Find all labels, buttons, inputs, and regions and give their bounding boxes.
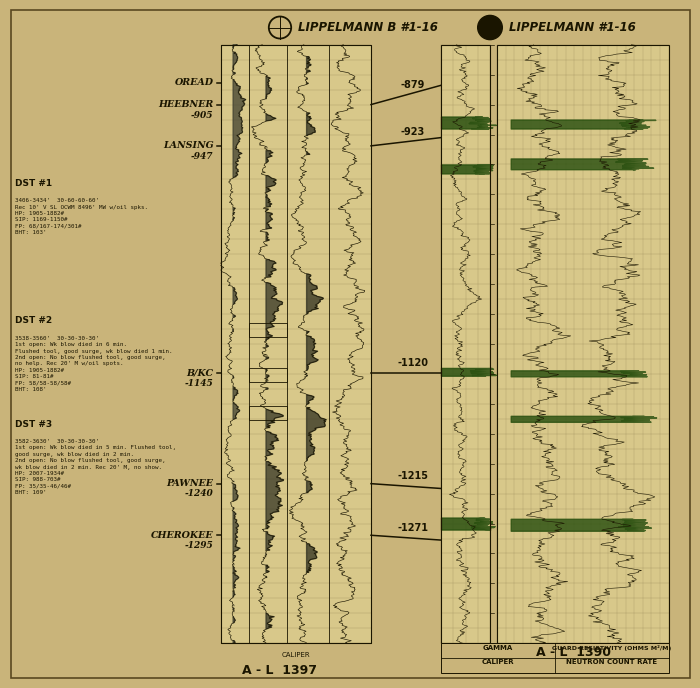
Bar [248,368,287,382]
Text: OREAD: OREAD [174,78,214,87]
Text: -1145: -1145 [185,378,214,388]
Text: -1271: -1271 [398,523,428,533]
Text: B/KC: B/KC [186,368,214,378]
Bar [497,45,668,643]
Text: CALIPER: CALIPER [281,652,310,658]
Text: -905: -905 [191,111,214,120]
Text: CALIPER: CALIPER [482,659,514,665]
Text: A - L  1390: A - L 1390 [536,646,612,658]
Text: GUARD RESISTIVITY (OHMS M²/M): GUARD RESISTIVITY (OHMS M²/M) [552,645,671,652]
Text: PAWNEE: PAWNEE [167,479,214,488]
Text: GAMMA: GAMMA [483,645,513,652]
Text: 3538-3560'  30-30-30-30'
1st open: Wk blow died in 6 min.
Flushed tool, good sur: 3538-3560' 30-30-30-30' 1st open: Wk blo… [15,336,173,392]
Text: -923: -923 [401,127,425,137]
Text: LIPPELMANN #1-16: LIPPELMANN #1-16 [510,21,636,34]
Text: CHEROKEE: CHEROKEE [151,530,214,540]
Text: 3582-3630'  30-30-30-30'
1st open: Wk blow died in 5 min. Flushed tool,
good sur: 3582-3630' 30-30-30-30' 1st open: Wk blo… [15,439,176,495]
Text: -1120: -1120 [398,358,428,368]
Bar [248,406,287,420]
Text: HEEBNER: HEEBNER [158,100,214,109]
Bar [220,45,371,643]
Text: A - L  1397: A - L 1397 [242,665,318,677]
Bar [441,643,668,673]
Text: -1295: -1295 [185,541,214,550]
Text: 3406-3434'  30-60-60-60'
Rec 10' V SL OCWM 8496' MW w/oil spks.
HP: 1905-1882#
S: 3406-3434' 30-60-60-60' Rec 10' V SL OCW… [15,198,148,235]
Text: LIPPELMANN B #1-16: LIPPELMANN B #1-16 [298,21,438,34]
Text: NEUTRON COUNT RATE: NEUTRON COUNT RATE [566,659,657,665]
Text: -947: -947 [191,151,214,161]
Bar [248,323,287,337]
Text: DST #1: DST #1 [15,179,52,188]
Bar [441,45,490,643]
Text: DST #3: DST #3 [15,420,52,429]
Circle shape [477,15,503,40]
Bar [441,45,490,643]
Text: -1240: -1240 [185,489,214,499]
Bar [220,45,371,643]
Bar [497,45,668,643]
Text: -1215: -1215 [398,471,428,482]
Text: LANSING: LANSING [162,141,214,151]
Text: -879: -879 [401,80,425,90]
Text: DST #2: DST #2 [15,316,52,325]
